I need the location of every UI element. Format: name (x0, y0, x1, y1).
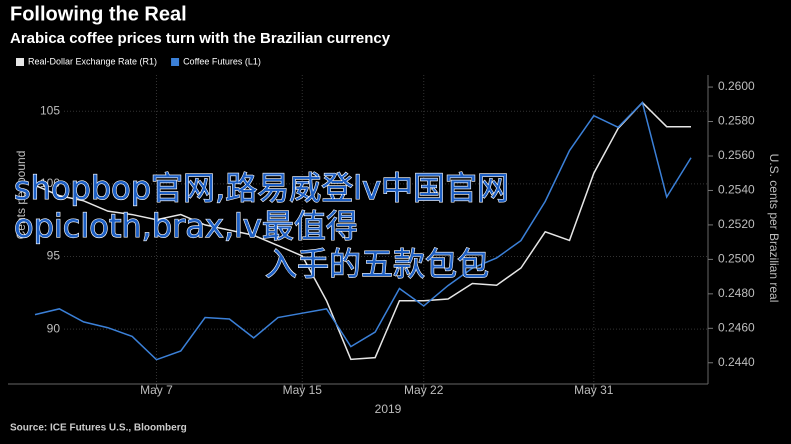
y2-tick-label: 0.2440 (718, 355, 755, 369)
legend-swatch (16, 58, 24, 66)
y-tick-label: 105 (40, 103, 60, 117)
legend-label: Real-Dollar Exchange Rate (R1) (28, 56, 157, 66)
series-line (34, 101, 691, 361)
legend-label: Coffee Futures (L1) (183, 56, 261, 66)
y2-tick-label: 0.2480 (718, 286, 755, 300)
y2-tick-label: 0.2560 (718, 148, 755, 162)
y-axis-label: Cents per pound (14, 151, 28, 240)
y2-tick-label: 0.2600 (718, 79, 755, 93)
y2-tick-label: 0.2540 (718, 183, 755, 197)
y-tick-label: 100 (40, 176, 60, 190)
x-tick-label: May 15 (283, 383, 323, 397)
x-axis-label: 2019 (375, 402, 402, 416)
x-tick-label: May 7 (140, 383, 173, 397)
overlay-text: 入手的五款包包 (265, 245, 489, 283)
y2-tick-label: 0.2460 (718, 320, 755, 334)
legend-swatch (171, 58, 180, 66)
chart-title: Following the Real (10, 3, 187, 25)
chart-subtitle: Arabica coffee prices turn with the Braz… (10, 30, 391, 47)
series-line (34, 101, 692, 361)
y2-tick-label: 0.2520 (718, 217, 755, 231)
overlay-text: shopbop官网,路易威登lv中国官网 (14, 169, 509, 207)
y2-tick-label: 0.2500 (718, 252, 755, 266)
y2-tick-label: 0.2580 (718, 114, 755, 128)
x-tick-label: May 22 (404, 383, 444, 397)
y2-axis-label: U.S. cents per Brazilian real (767, 154, 781, 303)
source: Source: ICE Futures U.S., Bloomberg (10, 423, 187, 434)
x-tick-label: May 31 (574, 383, 614, 397)
overlay-text: opicloth,brax,lv最值得 (14, 207, 358, 245)
y-tick-label: 90 (47, 321, 61, 335)
y-tick-label: 95 (47, 249, 61, 263)
